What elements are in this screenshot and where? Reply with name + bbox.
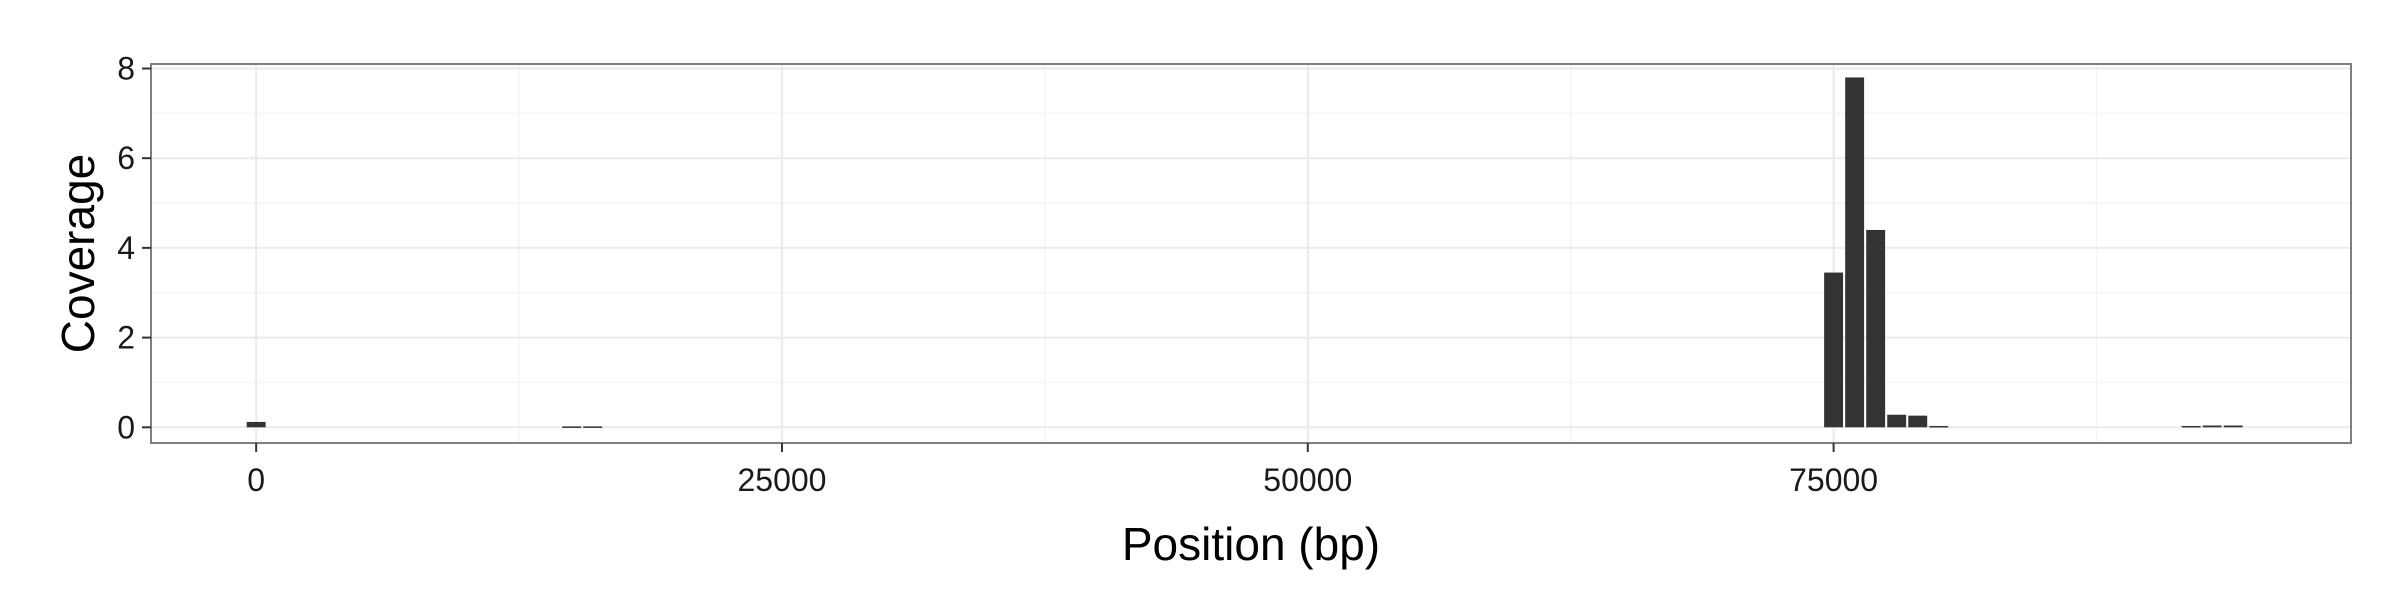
x-axis-title: Position (bp) xyxy=(1122,518,1380,570)
y-tick-label: 0 xyxy=(117,409,135,445)
grid-lines xyxy=(151,64,2351,443)
coverage-bar xyxy=(2181,425,2201,428)
coverage-bar xyxy=(562,426,582,428)
x-axis: 0 25000 50000 75000 xyxy=(247,443,1878,498)
coverage-bar xyxy=(1908,415,1928,428)
x-tick-label: 75000 xyxy=(1789,462,1878,498)
y-tick-label: 6 xyxy=(117,140,135,176)
y-tick-label: 2 xyxy=(117,320,135,356)
x-tick-label: 0 xyxy=(247,462,265,498)
coverage-bar xyxy=(2223,425,2243,428)
y-tick-label: 8 xyxy=(117,50,135,86)
coverage-bar xyxy=(583,426,603,428)
coverage-bar xyxy=(246,421,266,428)
plot-panel-border xyxy=(150,63,2352,444)
y-axis: 0 2 4 6 8 xyxy=(117,50,151,445)
coverage-bar xyxy=(1845,77,1865,428)
coverage-bar xyxy=(1929,425,1949,428)
coverage-bar xyxy=(2202,425,2222,428)
coverage-bar xyxy=(1824,272,1844,428)
coverage-bar xyxy=(1866,229,1886,428)
coverage-bar xyxy=(1887,414,1907,428)
x-tick-label: 50000 xyxy=(1263,462,1352,498)
plot-panel-background xyxy=(151,64,2351,443)
x-tick-label: 25000 xyxy=(737,462,826,498)
coverage-bars xyxy=(246,77,2243,428)
y-tick-label: 4 xyxy=(117,230,135,266)
y-axis-title: Coverage xyxy=(52,154,104,353)
